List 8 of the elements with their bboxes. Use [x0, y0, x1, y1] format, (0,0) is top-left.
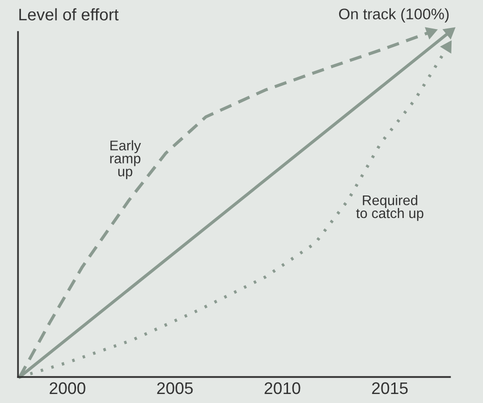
annotation: On track (100%) [339, 8, 449, 22]
x-tick-label: 2000 [50, 382, 86, 394]
annotation: Required to catch up [356, 195, 424, 221]
y-axis-title: Level of effort [19, 8, 119, 20]
x-tick-label: 2015 [372, 382, 408, 394]
x-tick-label: 2005 [157, 382, 193, 394]
x-tick-label: 2010 [264, 382, 300, 394]
annotation: Early ramp up [110, 140, 141, 180]
